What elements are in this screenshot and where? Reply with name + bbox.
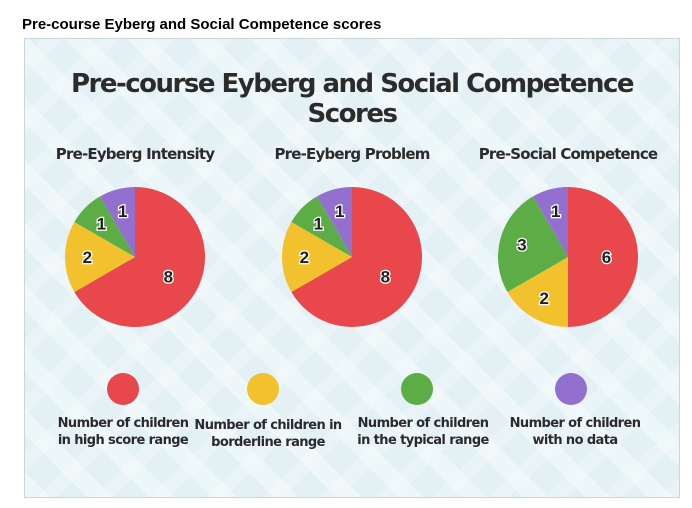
pie-2-label-typical: 1 xyxy=(314,214,323,233)
legend-dot-typical xyxy=(401,373,433,405)
pie-2-slice-borderline xyxy=(282,222,352,292)
pie-title-3: Pre-Social Competence xyxy=(479,145,658,163)
pie-2-label-borderline: 2 xyxy=(300,248,309,267)
pie-title-1: Pre-Eyberg Intensity xyxy=(56,145,215,163)
pie-1-label-high: 8 xyxy=(164,267,173,286)
pie-2-label-high: 8 xyxy=(381,267,390,286)
figure-caption: Pre-course Eyberg and Social Competence … xyxy=(22,16,382,33)
pie-1-slice-borderline xyxy=(65,222,135,292)
pie-3-label-high: 6 xyxy=(602,248,611,267)
pie-3-label-nodata: 1 xyxy=(551,202,560,221)
pie-1-slice-typical xyxy=(74,196,135,257)
legend-label-high: Number of children in high score range xyxy=(57,416,189,448)
pie-1-label-borderline: 2 xyxy=(83,248,92,267)
pie-1-slice-nodata xyxy=(100,187,135,257)
pie-3-slice-typical xyxy=(497,196,568,292)
pie-2-slice-high xyxy=(291,187,422,327)
legend-label-borderline: Number of children in borderline range xyxy=(194,418,342,450)
legend-label-typical: Number of children in the typical range xyxy=(357,416,489,448)
pie-1-slice-high xyxy=(74,187,205,327)
pie-3-slice-borderline xyxy=(507,257,568,327)
legend-dot-nodata xyxy=(555,373,587,405)
legend-dot-high xyxy=(107,373,139,405)
legend-label-nodata: Number of children with no data xyxy=(509,416,641,448)
pie-2-slice-typical xyxy=(291,196,352,257)
pie-2-slice-nodata xyxy=(317,187,352,257)
pie-title-2: Pre-Eyberg Problem xyxy=(274,145,429,163)
pie-1-label-typical: 1 xyxy=(97,214,106,233)
legend-dot-borderline xyxy=(247,373,279,405)
pie-3-label-typical: 3 xyxy=(517,236,526,255)
pie-2-label-nodata: 1 xyxy=(335,202,344,221)
pie-3-label-borderline: 2 xyxy=(539,289,548,308)
infographic-panel: Pre-course Eyberg and Social Competence … xyxy=(24,38,680,498)
infographic-title: Pre-course Eyberg and Social Competence … xyxy=(70,69,635,129)
pie-3-slice-high xyxy=(568,187,638,327)
pie-1-label-nodata: 1 xyxy=(118,202,127,221)
pie-3-slice-nodata xyxy=(533,187,568,257)
